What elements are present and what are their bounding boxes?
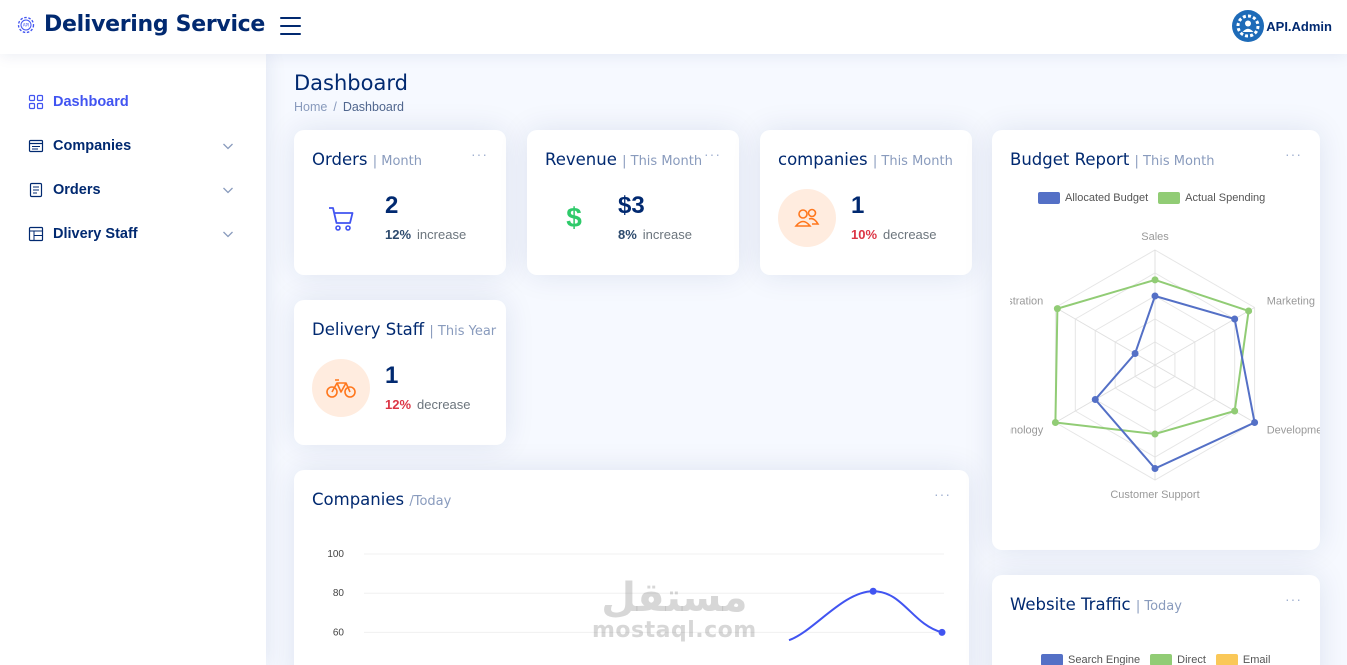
chevron-down-icon	[223, 143, 233, 150]
card-title: Companies /Today	[312, 490, 452, 509]
sidebar-item-label: Orders	[53, 182, 101, 198]
more-options-icon[interactable]: ···	[471, 146, 488, 162]
radar-axis-line	[1154, 307, 1255, 366]
more-options-icon[interactable]: ···	[1285, 591, 1302, 607]
companies-card: companies | This Month 1 10% decrease	[760, 130, 972, 275]
dollar-icon: $	[566, 202, 582, 233]
card-title: Orders | Month	[312, 150, 423, 169]
chevron-down-icon	[223, 231, 233, 238]
breadcrumb: Home / Dashboard	[294, 100, 404, 114]
revenue-trend: 8% increase	[618, 227, 692, 242]
page-title: Dashboard	[294, 71, 408, 95]
sidebar-item-orders[interactable]: Orders	[0, 168, 266, 212]
breadcrumb-separator: /	[333, 100, 337, 114]
svg-text:API: API	[23, 22, 30, 27]
user-name: API.Admin	[1266, 18, 1332, 34]
menu-toggle-icon[interactable]	[280, 17, 301, 35]
website-traffic-card: Website Traffic | Today ··· Search Engin…	[992, 575, 1320, 665]
radar-axis-label: Information Technology	[1010, 425, 1044, 437]
sidebar: Dashboard Companies Orders Dlivery Staff	[0, 54, 266, 665]
radar-axis-label: Marketing	[1267, 296, 1315, 308]
legend-email[interactable]: Email	[1215, 654, 1270, 665]
radar-axis-label: Sales	[1141, 231, 1169, 243]
y-tick-label: 100	[327, 549, 344, 560]
radar-point	[1151, 465, 1159, 472]
grid-icon	[28, 94, 44, 110]
card-title: Revenue | This Month	[545, 150, 703, 169]
more-options-icon[interactable]: ···	[934, 486, 951, 502]
card-title: Budget Report | This Month	[1010, 150, 1215, 169]
orders-trend: 12% increase	[385, 227, 467, 242]
delivery-staff-card: Delivery Staff | This Year 1 12% decrease	[294, 300, 506, 445]
legend-search-engine[interactable]: Search Engine	[1041, 654, 1140, 665]
companies-chart-card: Companies /Today ··· 100 80 60	[294, 470, 969, 665]
more-options-icon[interactable]: ···	[704, 146, 721, 162]
app-title: Delivering Service	[44, 12, 266, 37]
budget-report-card: Budget Report | This Month ··· Allocated…	[992, 130, 1320, 550]
radar-axis-label: Development	[1267, 425, 1320, 437]
revenue-value: $3	[618, 192, 645, 219]
y-tick-label: 60	[333, 627, 345, 638]
card-title: companies | This Month	[778, 150, 953, 169]
document-icon	[29, 182, 43, 198]
breadcrumb-home-link[interactable]: Home	[294, 100, 328, 114]
radar-axis-line	[1055, 364, 1156, 423]
budget-radar-chart: Sales Marketing Development Customer Suppor…	[1010, 231, 1320, 501]
radar-point	[1131, 350, 1139, 357]
chevron-down-icon	[223, 187, 233, 194]
radar-point	[1245, 307, 1253, 315]
legend-direct[interactable]: Direct	[1150, 654, 1206, 665]
radar-point	[1151, 430, 1159, 438]
radar-point	[1251, 419, 1259, 426]
radar-point	[1231, 315, 1239, 323]
legend-actual[interactable]: Actual Spending	[1158, 192, 1265, 204]
top-header: API Delivering Service API.Admin	[0, 0, 1347, 54]
sidebar-item-dashboard[interactable]: Dashboard	[0, 80, 266, 124]
people-icon	[778, 189, 836, 247]
budget-legend: Allocated Budget Actual Spending	[1038, 192, 1265, 204]
legend-allocated[interactable]: Allocated Budget	[1038, 192, 1148, 204]
breadcrumb-current: Dashboard	[342, 100, 404, 114]
radar-point	[1151, 292, 1159, 300]
orders-value: 2	[385, 192, 399, 219]
companies-line-chart: 100 80 60	[327, 549, 946, 642]
brand-logo[interactable]: API Delivering Service	[16, 12, 265, 37]
companies-trend: 10% decrease	[851, 227, 937, 242]
line-point	[938, 628, 946, 636]
traffic-legend: Search Engine Direct Email	[1041, 654, 1270, 665]
line-point	[869, 587, 877, 595]
card-title: Website Traffic | Today	[1010, 595, 1182, 614]
y-tick-label: 80	[333, 588, 345, 599]
sidebar-item-companies[interactable]: Companies	[0, 124, 266, 168]
radar-point	[1091, 396, 1099, 403]
gear-api-icon: API	[17, 16, 35, 33]
more-options-icon[interactable]: ···	[1285, 146, 1302, 162]
sidebar-item-delivery-staff[interactable]: Dlivery Staff	[0, 212, 266, 256]
staff-value: 1	[385, 362, 399, 389]
radar-point	[1231, 407, 1239, 415]
gear-avatar-icon	[1232, 10, 1265, 42]
radar-axis-line	[1055, 307, 1156, 366]
radar-point	[1151, 276, 1159, 284]
bicycle-icon	[312, 359, 370, 417]
radar-axis-label: Administration	[1010, 296, 1043, 308]
revenue-card: Revenue | This Month ··· $ $3 8% increase	[527, 130, 739, 275]
companies-value: 1	[851, 192, 865, 219]
building-icon	[28, 139, 44, 153]
radar-point	[1053, 305, 1061, 313]
staff-trend: 12% decrease	[385, 397, 471, 412]
sidebar-item-label: Companies	[53, 138, 132, 154]
radar-point	[1051, 419, 1059, 426]
sidebar-item-label: Dashboard	[53, 94, 129, 110]
orders-card: Orders | Month ··· 2 12% increase	[294, 130, 506, 275]
sidebar-item-label: Dlivery Staff	[53, 226, 138, 242]
card-title: Delivery Staff | This Year	[312, 320, 497, 339]
radar-axis-line	[1154, 364, 1255, 423]
user-profile[interactable]: API.Admin	[1232, 10, 1332, 42]
radar-axis-label: Customer Support	[1110, 489, 1199, 501]
table-icon	[28, 226, 44, 242]
cart-icon	[312, 189, 370, 247]
